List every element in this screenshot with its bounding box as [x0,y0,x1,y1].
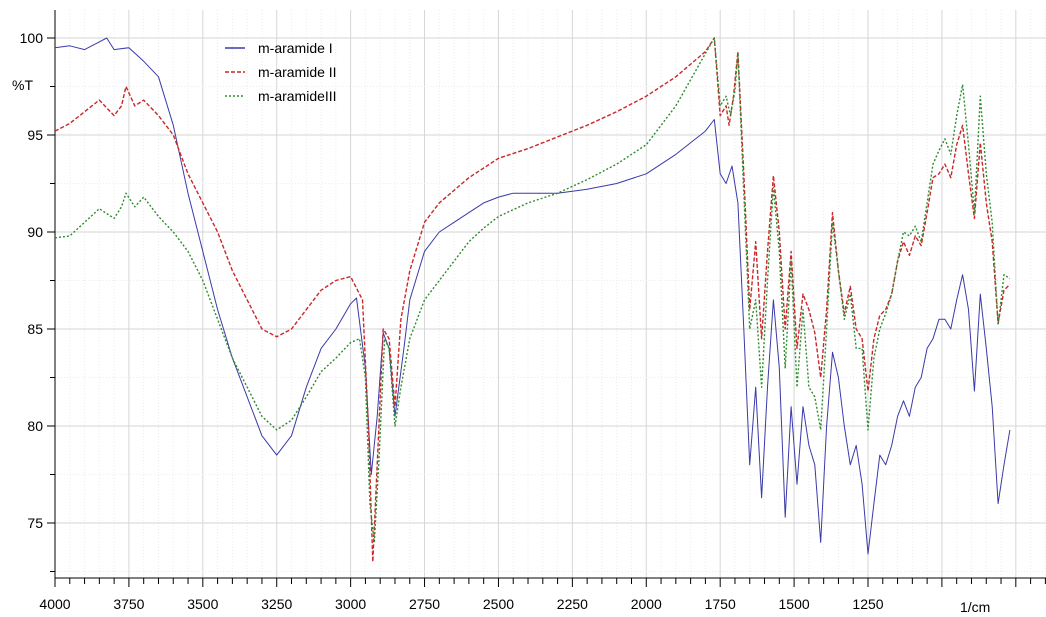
series-layer [54,37,1011,563]
grid-layer [54,10,1046,578]
series-line-3 [54,37,1011,544]
x-tick-label: 2250 [557,596,588,612]
x-axis-unit-label: 1/cm [960,599,990,615]
x-tick-label: 1750 [705,596,736,612]
x-tick-label: 2750 [409,596,440,612]
y-tick-label: 75 [27,515,43,531]
x-tick-label: 4000 [39,596,70,612]
y-tick-label: 85 [27,321,43,337]
legend-label-1: m-aramide I [258,40,333,56]
series-line-2 [54,37,1011,563]
y-tick-label: 90 [27,224,43,240]
axes-layer: 4000 3750 3500 3250 3000 2750 2500 2250 2000 1750… [20,10,1046,612]
x-tick-label: 3250 [261,596,292,612]
labels-layer: %T 1/cm [12,77,990,615]
x-tick-label: 3500 [187,596,218,612]
y-tick-label: 80 [27,418,43,434]
x-tick-label: 2500 [483,596,514,612]
series-line-1 [54,37,1011,555]
y-tick-label: 95 [27,127,43,143]
x-tick-label: 1500 [779,596,810,612]
legend: m-aramide I m-aramide II m-aramideIII [225,40,337,104]
x-tick-label: 3750 [113,596,144,612]
legend-label-3: m-aramideIII [258,88,337,104]
x-tick-label: 3000 [335,596,366,612]
x-tick-label: 1250 [852,596,883,612]
legend-label-2: m-aramide II [258,64,337,80]
x-tick-label: 2000 [631,596,662,612]
y-tick-label: 100 [20,30,44,46]
y-axis-label: %T [12,77,33,93]
